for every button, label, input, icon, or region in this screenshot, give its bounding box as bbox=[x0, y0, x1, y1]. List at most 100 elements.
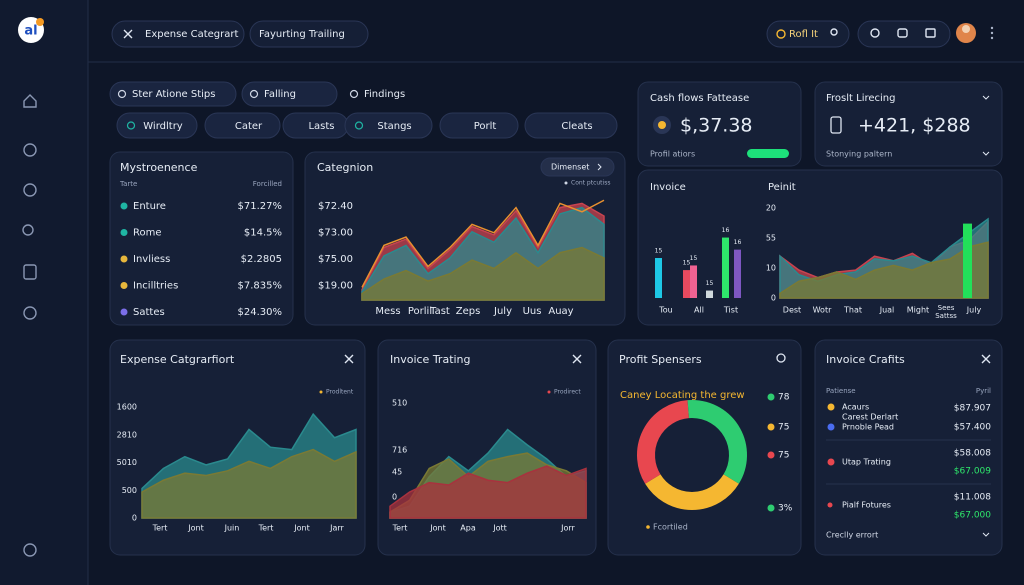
settings-icon[interactable] bbox=[23, 183, 37, 197]
column-header: Tarte bbox=[119, 180, 137, 188]
home-icon[interactable] bbox=[23, 94, 37, 108]
dot bbox=[767, 423, 775, 431]
x-tick-label: July bbox=[966, 306, 982, 315]
value-label: 75 bbox=[778, 451, 789, 461]
pill[interactable] bbox=[111, 20, 245, 48]
chevron[interactable] bbox=[982, 151, 990, 156]
donut-segment bbox=[691, 400, 747, 484]
card-title: Invoice Trating bbox=[390, 353, 471, 366]
value-label: 75 bbox=[778, 423, 789, 433]
more-menu[interactable] bbox=[990, 26, 994, 40]
bar-label: 16 bbox=[734, 239, 742, 246]
icon bbox=[830, 116, 842, 134]
tab-label: Expense Categrart bbox=[145, 29, 238, 40]
clipboard-icon[interactable] bbox=[23, 264, 37, 280]
filter-label: Cleats bbox=[561, 121, 592, 132]
legend-label: Fcortiled bbox=[653, 523, 688, 532]
chevron[interactable] bbox=[982, 95, 990, 100]
dot bbox=[319, 390, 323, 394]
pill[interactable] bbox=[204, 112, 281, 139]
pill[interactable] bbox=[540, 157, 615, 177]
sidebar bbox=[0, 0, 88, 585]
x-tick-label: That bbox=[843, 306, 862, 315]
dot bbox=[767, 451, 775, 459]
users-icon[interactable] bbox=[23, 143, 37, 157]
legend-label: Prodltent bbox=[326, 389, 354, 396]
x-tick-label: Apa bbox=[460, 524, 476, 533]
row-value: $87.907 bbox=[954, 404, 991, 414]
search-icon[interactable] bbox=[22, 224, 34, 236]
row-value: $7.835% bbox=[238, 281, 283, 292]
y-tick-label: 510 bbox=[392, 399, 407, 408]
dot bbox=[646, 525, 650, 529]
card-title: Invoice bbox=[650, 182, 686, 193]
x-tick-label: July bbox=[493, 306, 512, 317]
x-tick-label: Jarr bbox=[329, 524, 344, 533]
y-tick-label: 45 bbox=[392, 468, 402, 477]
row-name: Sattes bbox=[133, 307, 165, 318]
pill[interactable] bbox=[241, 81, 338, 107]
filter-icon bbox=[349, 89, 359, 99]
avatar-face bbox=[962, 25, 970, 33]
pill[interactable] bbox=[249, 20, 369, 48]
pill[interactable] bbox=[439, 112, 519, 139]
row-name: Enture bbox=[133, 201, 166, 212]
filter-label: Stangs bbox=[377, 121, 411, 132]
card bbox=[637, 169, 1003, 326]
filter-label: Falling bbox=[264, 89, 296, 100]
dot bbox=[564, 181, 568, 185]
close-button[interactable] bbox=[123, 29, 133, 39]
chevron[interactable] bbox=[982, 532, 990, 537]
x-tick-label: Tist bbox=[723, 306, 738, 315]
y-tick-label: 0 bbox=[132, 514, 137, 523]
tab-label: Fayurting Trailing bbox=[259, 29, 345, 40]
subtitle: Caney Locating the grew bbox=[620, 390, 745, 401]
calendar-button[interactable] bbox=[925, 28, 936, 38]
dot bbox=[827, 403, 835, 411]
search-button[interactable] bbox=[870, 28, 880, 38]
bar-label: 15 bbox=[706, 280, 714, 287]
pill[interactable] bbox=[766, 20, 850, 48]
card bbox=[814, 81, 1003, 167]
bar bbox=[734, 249, 741, 298]
close-button[interactable] bbox=[572, 354, 582, 364]
y-tick-label: 500 bbox=[122, 486, 137, 495]
x-tick-label: Might bbox=[907, 306, 929, 315]
dot bbox=[120, 282, 128, 289]
pill[interactable] bbox=[524, 112, 618, 139]
pill[interactable] bbox=[344, 112, 433, 139]
row-name: Rome bbox=[133, 228, 162, 239]
card bbox=[637, 81, 802, 167]
dot bbox=[120, 255, 128, 263]
x-tick-label: Jorr bbox=[560, 524, 575, 533]
dot bbox=[120, 229, 128, 236]
y-tick-label: 5010 bbox=[117, 458, 137, 467]
icon-group bbox=[857, 20, 951, 48]
pill[interactable] bbox=[109, 81, 237, 107]
row-value: $57.400 bbox=[954, 423, 991, 433]
x-tick-label: Tast bbox=[429, 306, 450, 317]
y-tick-label: 55 bbox=[766, 234, 776, 243]
row-value: $71.27% bbox=[238, 201, 283, 212]
help-icon[interactable] bbox=[23, 543, 37, 557]
pill[interactable] bbox=[116, 112, 198, 139]
info-icon[interactable] bbox=[23, 306, 37, 320]
bar-label: 15 bbox=[655, 248, 663, 255]
close-button[interactable] bbox=[344, 354, 354, 364]
x-tick-label: Tert bbox=[392, 524, 408, 533]
card bbox=[814, 339, 1003, 556]
row-value: $14.5% bbox=[244, 228, 282, 239]
filter-icon bbox=[249, 89, 259, 99]
y-tick-label: $75.00 bbox=[318, 254, 353, 265]
x-tick-label: Tou bbox=[658, 306, 673, 315]
search-button[interactable] bbox=[776, 353, 786, 363]
chat-button[interactable] bbox=[897, 28, 908, 38]
y-tick-label: 2810 bbox=[117, 430, 137, 439]
row-name: Pialf Fotures bbox=[842, 501, 891, 510]
close-button[interactable] bbox=[981, 354, 991, 364]
row-value: $24.30% bbox=[238, 307, 283, 318]
filter-icon bbox=[126, 121, 136, 130]
x-tick-label: Jont bbox=[293, 524, 309, 533]
